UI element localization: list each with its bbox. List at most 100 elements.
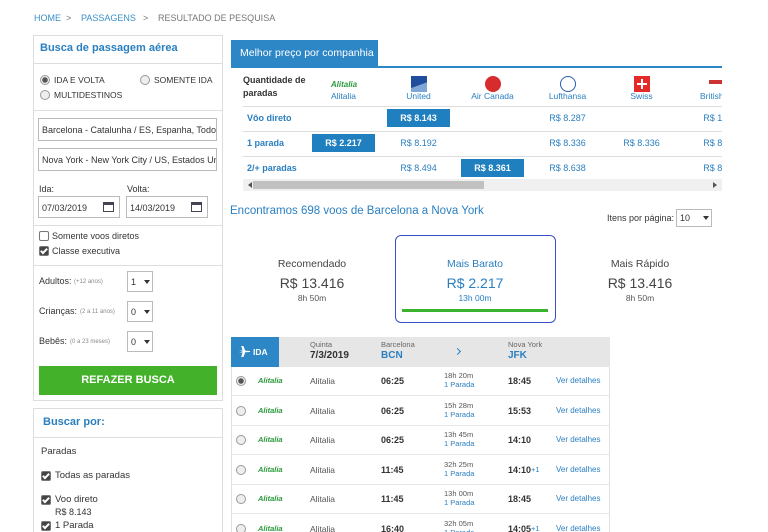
scroll-arrow[interactable] — [245, 182, 252, 188]
arrival: 14:10 — [508, 435, 532, 445]
passenger-age: (2 a 11 anos) — [80, 309, 115, 315]
card-price[interactable]: R$ 13.416 — [279, 275, 345, 291]
airline: Alitalia — [310, 523, 336, 532]
header-date: 7/3/2019 — [310, 350, 349, 361]
checkbox[interactable] — [41, 521, 51, 531]
checkbox[interactable] — [41, 471, 51, 481]
search-panel — [33, 35, 223, 401]
best-price[interactable]: R$ 8.143 — [387, 109, 450, 127]
airline-name[interactable]: Swiss — [630, 91, 653, 101]
checkbox[interactable] — [41, 495, 51, 505]
card-price[interactable]: R$ 2.217 — [446, 275, 504, 291]
price-cell[interactable]: R$ 8.287 — [549, 113, 586, 123]
search-button[interactable]: REFAZER BUSCA — [39, 366, 217, 395]
breadcrumb-item[interactable]: HOME — [34, 13, 61, 23]
airline-name[interactable]: Air Canada — [471, 91, 514, 101]
radio[interactable] — [140, 75, 150, 85]
breadcrumb-item: RESULTADO DE PESQUISA — [158, 13, 276, 23]
details-link[interactable]: Ver detalhes — [556, 464, 601, 474]
best-price[interactable]: R$ 2.217 — [312, 134, 375, 152]
card-title[interactable]: Recomendado — [277, 258, 347, 270]
airline-logo: Alitalia — [258, 405, 283, 415]
select[interactable]: 0 — [127, 301, 153, 322]
scroll-thumb[interactable] — [253, 181, 484, 189]
divider — [402, 309, 548, 312]
trip-type: IDA E VOLTA — [54, 75, 105, 85]
date-input[interactable]: 07/03/2019 — [38, 196, 120, 218]
airline-name[interactable]: Alitalia — [330, 91, 357, 101]
stops: 1 Parada — [444, 439, 475, 448]
direction-tag: IDA — [231, 337, 279, 367]
card-title[interactable]: Mais Rápido — [610, 258, 670, 270]
divider — [231, 395, 610, 396]
radio[interactable] — [40, 75, 50, 85]
radio[interactable] — [40, 90, 50, 100]
arrival: 14:10 — [508, 464, 532, 475]
radio[interactable] — [236, 435, 246, 445]
input-value: 07/03/2019 — [42, 203, 88, 213]
divider — [34, 110, 222, 111]
stops: 1 Parada — [444, 380, 475, 389]
details-link[interactable]: Ver detalhes — [556, 376, 601, 385]
price-cell[interactable]: R$ 8.638 — [549, 163, 586, 173]
select[interactable]: 1 — [127, 271, 153, 292]
card-title[interactable]: Mais Barato — [446, 258, 504, 270]
card-price[interactable]: R$ 13.416 — [607, 275, 673, 291]
details-link[interactable]: Ver detalhes — [556, 435, 601, 444]
details-link[interactable]: Ver detalhes — [556, 494, 601, 503]
select[interactable]: 0 — [127, 331, 153, 352]
scroll-arrow[interactable] — [713, 182, 720, 188]
radio[interactable] — [236, 376, 246, 386]
tab[interactable]: Melhor preço por companhia — [231, 40, 378, 67]
text-input[interactable]: Nova York - New York City / US, Estados … — [38, 148, 217, 171]
price-cell[interactable]: R$ 8.336 — [549, 138, 586, 148]
radio[interactable] — [236, 494, 246, 504]
date-input[interactable]: 14/03/2019 — [126, 196, 208, 218]
best-price[interactable]: R$ 8.361 — [461, 159, 524, 177]
divider — [231, 424, 610, 426]
calendar-icon — [191, 202, 202, 212]
calendar-icon — [103, 202, 114, 212]
departure: 11:45 — [381, 464, 404, 475]
price-cell[interactable]: R$ 8.494 — [400, 163, 437, 173]
check-mark — [40, 246, 48, 255]
price-cell[interactable]: R$ 8.192 — [400, 138, 437, 148]
details-link[interactable]: Ver detalhes — [556, 523, 601, 532]
radio[interactable] — [236, 405, 246, 416]
price-cell[interactable]: R$ 13. — [703, 113, 730, 123]
price-cell[interactable]: R$ 8.5 — [703, 138, 730, 148]
radio[interactable] — [236, 464, 246, 475]
direction-label: IDA — [253, 347, 268, 357]
radio[interactable] — [236, 523, 246, 532]
passenger-label: Adultos: — [39, 276, 72, 286]
trip-type: SOMENTE IDA — [154, 75, 213, 85]
airline-col: Air Canada — [461, 76, 524, 104]
check-mark — [42, 495, 50, 504]
airline-logo — [560, 76, 576, 92]
arrival: 14:05 — [508, 523, 532, 532]
table-clip — [722, 66, 768, 192]
price-cell[interactable]: R$ 8.5 — [703, 163, 730, 173]
airline-logo: Alitalia — [258, 464, 283, 474]
airline: Alitalia — [310, 376, 336, 386]
plane-icon — [239, 346, 250, 357]
date-label: Ida: — [39, 184, 55, 194]
airline-logo: Alitalia — [330, 80, 358, 89]
airline-name[interactable]: British Ai — [699, 91, 734, 101]
airline-name[interactable]: United — [406, 91, 431, 101]
breadcrumb-item[interactable]: PASSAGENS — [81, 13, 136, 23]
select-arrow — [703, 216, 709, 223]
divider — [231, 483, 610, 485]
divider — [34, 265, 222, 266]
row-label: Vôo direto — [247, 113, 292, 123]
price-cell[interactable]: R$ 8.336 — [623, 138, 660, 148]
details-link[interactable]: Ver detalhes — [556, 405, 601, 415]
select[interactable]: 10 — [676, 209, 712, 227]
airline-name[interactable]: Lufthansa — [548, 91, 587, 101]
text-input[interactable]: Barcelona - Catalunha / ES, Espanha, Tod… — [38, 118, 217, 141]
airline-col: Lufthansa — [536, 76, 599, 104]
checkbox[interactable] — [39, 231, 49, 241]
airline-col: United — [387, 76, 450, 104]
airline-col: Alitalia Alitalia — [312, 80, 375, 104]
checkbox[interactable] — [39, 246, 49, 256]
